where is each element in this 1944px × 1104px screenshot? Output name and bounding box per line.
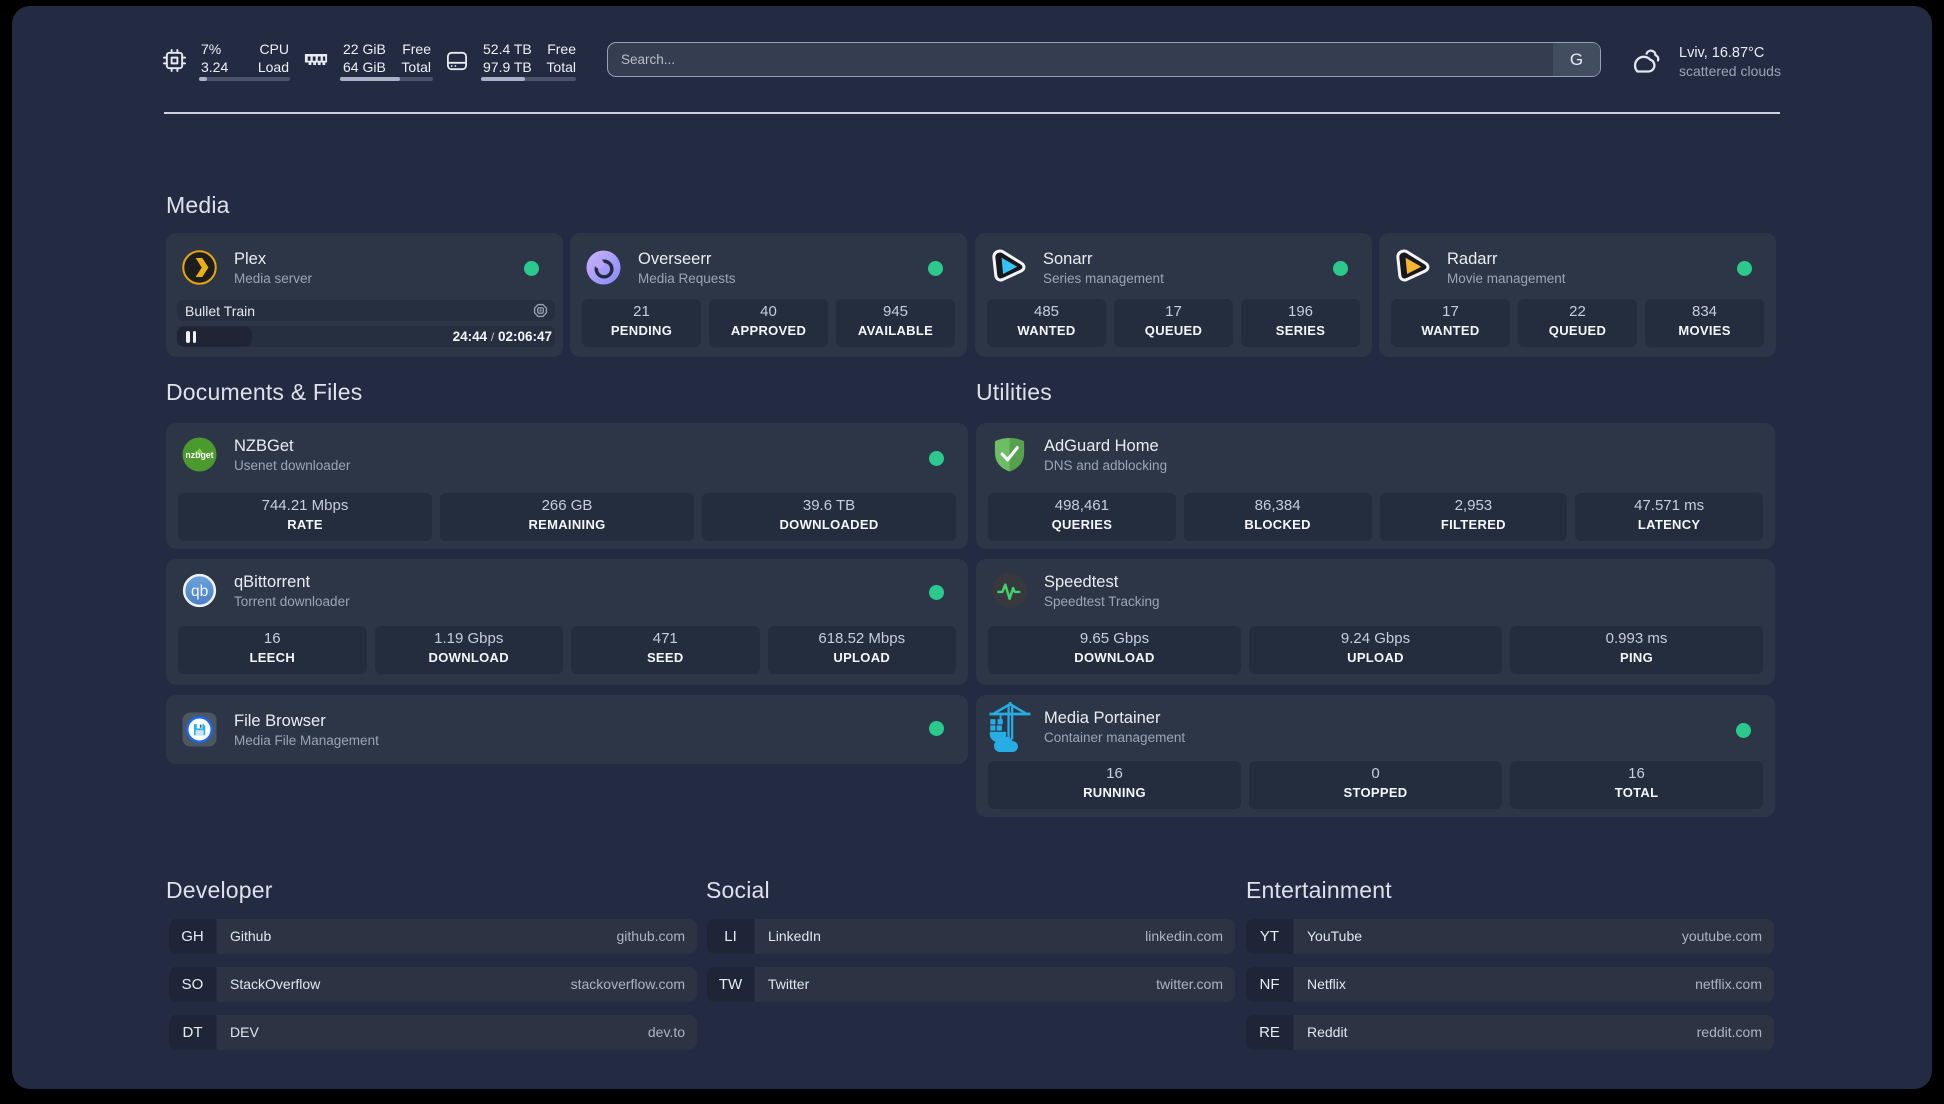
svg-text:qb: qb (191, 583, 208, 600)
svg-text:nzbget: nzbget (185, 450, 213, 460)
